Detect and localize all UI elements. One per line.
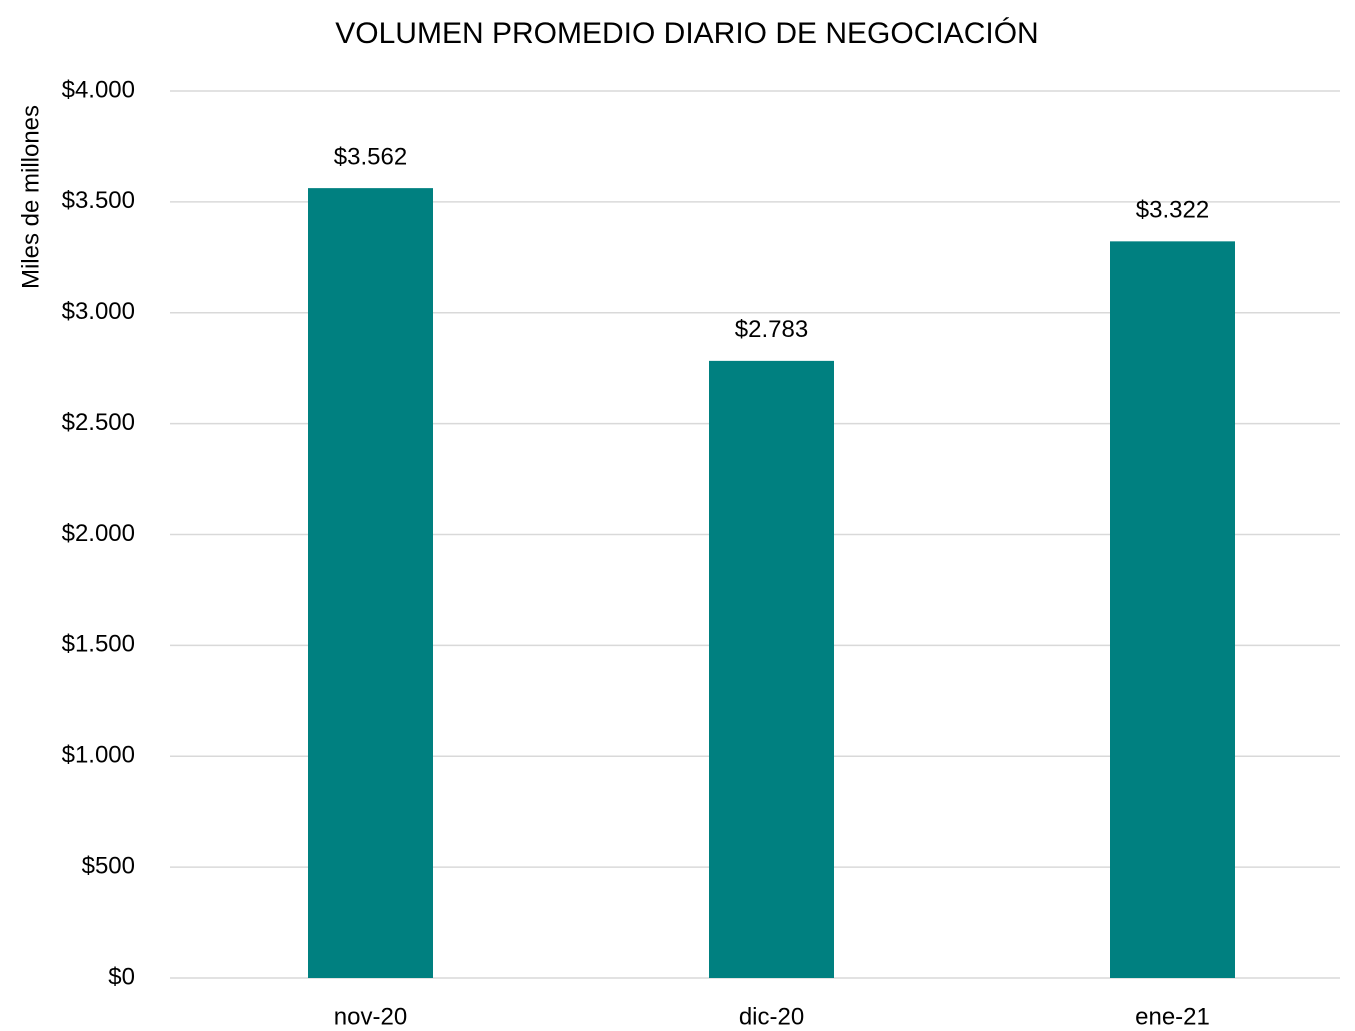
y-tick-label: $0 xyxy=(108,963,135,990)
bar xyxy=(709,360,834,978)
bar xyxy=(308,188,433,979)
y-tick-label: $1.500 xyxy=(62,631,135,658)
y-axis-title: Miles de millones xyxy=(17,105,44,289)
x-tick-label: nov-20 xyxy=(334,1003,407,1030)
y-tick-label: $4.000 xyxy=(62,76,135,103)
data-label: $3.562 xyxy=(334,143,407,170)
y-tick-label: $2.000 xyxy=(62,520,135,547)
y-tick-label: $500 xyxy=(82,852,135,879)
x-tick-label: ene-21 xyxy=(1135,1003,1210,1030)
bar xyxy=(1110,241,1235,978)
y-tick-label: $3.500 xyxy=(62,187,135,214)
data-label: $2.783 xyxy=(735,316,808,343)
y-tick-label: $2.500 xyxy=(62,409,135,436)
y-tick-label: $3.000 xyxy=(62,298,135,325)
x-tick-label: dic-20 xyxy=(739,1003,804,1030)
chart-title: VOLUMEN PROMEDIO DIARIO DE NEGOCIACIÓN xyxy=(335,17,1038,50)
y-tick-label: $1.000 xyxy=(62,742,135,769)
data-label: $3.322 xyxy=(1136,197,1209,224)
